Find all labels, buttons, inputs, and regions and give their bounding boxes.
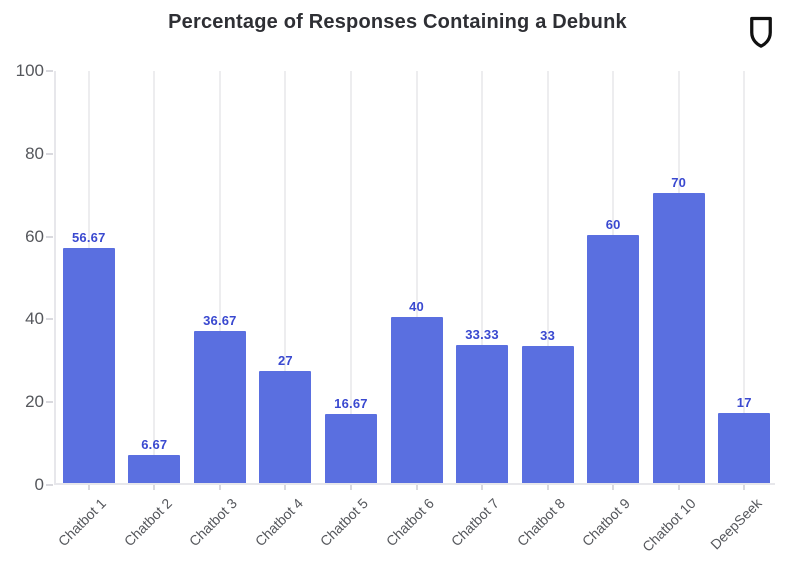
- y-axis-label: 0: [34, 475, 44, 494]
- x-tick: [546, 485, 549, 490]
- category-gridline: [218, 71, 221, 483]
- y-tick: [46, 70, 53, 72]
- bar-chatbot-7: [456, 345, 509, 483]
- chart-title: Percentage of Responses Containing a Deb…: [168, 11, 627, 33]
- y-axis-label: 60: [25, 226, 44, 246]
- bar-value-label: 6.67: [141, 437, 168, 453]
- bar-value-label: 33: [540, 328, 556, 344]
- bar-chatbot-2: [128, 455, 181, 483]
- bar-deepseek: [718, 412, 771, 483]
- shield-icon: [746, 15, 776, 51]
- y-tick: [46, 318, 53, 321]
- y-axis-label: 80: [25, 143, 44, 163]
- x-axis-label-chatbot-2: Chatbot 2: [120, 495, 175, 550]
- x-tick: [153, 485, 156, 490]
- y-axis-label: 100: [15, 61, 44, 80]
- x-tick: [612, 485, 615, 490]
- x-tick: [415, 485, 418, 490]
- category-gridline: [349, 71, 352, 483]
- bar-value-label: 33.33: [465, 327, 499, 343]
- bar-value-label: 40: [409, 299, 424, 315]
- bar-value-label: 17: [736, 394, 752, 410]
- bar-value-label: 56.67: [72, 230, 106, 246]
- x-axis-label-deepseek: DeepSeek: [706, 495, 765, 553]
- x-tick: [284, 485, 287, 490]
- y-tick: [46, 484, 53, 486]
- x-axis-label-chatbot-7: Chatbot 7: [448, 495, 503, 550]
- category-gridline: [743, 71, 746, 483]
- bar-value-label: 27: [277, 353, 293, 369]
- bar-chatbot-4: [259, 371, 312, 483]
- y-axis-label: 20: [25, 392, 44, 412]
- category-gridline: [153, 71, 156, 483]
- bar-value-label: 36.67: [203, 313, 237, 329]
- y-tick: [46, 235, 53, 238]
- x-axis-label-chatbot-9: Chatbot 9: [579, 495, 634, 550]
- x-axis-label-chatbot-5: Chatbot 5: [317, 495, 372, 550]
- x-tick: [87, 485, 90, 490]
- bar-chatbot-6: [390, 317, 443, 483]
- bar-chatbot-5: [324, 414, 377, 483]
- x-axis-label-chatbot-8: Chatbot 8: [513, 495, 568, 550]
- bar-chatbot-3: [193, 331, 246, 483]
- bar-chatbot-10: [652, 193, 705, 483]
- x-axis-label-chatbot-4: Chatbot 4: [251, 495, 306, 550]
- x-axis-label-chatbot-3: Chatbot 3: [185, 495, 241, 550]
- x-tick: [743, 485, 746, 490]
- x-tick: [481, 485, 484, 490]
- x-axis-label-chatbot-6: Chatbot 6: [382, 495, 437, 550]
- x-tick: [349, 485, 352, 490]
- y-axis-label: 40: [25, 309, 44, 329]
- x-axis-label-chatbot-1: Chatbot 1: [54, 495, 110, 550]
- x-axis-label-chatbot-10: Chatbot 10: [639, 495, 700, 555]
- category-gridline: [415, 71, 418, 483]
- bar-chatbot-1: [62, 248, 115, 483]
- bar-value-label: 60: [605, 216, 621, 232]
- bar-value-label: 16.67: [334, 396, 368, 411]
- x-tick: [677, 485, 680, 490]
- bar-chart-plot-area: 56.67 6.67 36.67 27 16.67 40 33.33 33 60 70 17: [54, 71, 775, 490]
- bar-chatbot-9: [587, 234, 640, 483]
- y-tick: [46, 152, 53, 155]
- x-tick: [218, 485, 221, 490]
- category-gridline: [284, 71, 287, 483]
- y-tick: [46, 401, 53, 404]
- category-gridline: [481, 71, 484, 483]
- bar-chatbot-8: [521, 346, 574, 483]
- category-gridline: [546, 71, 549, 483]
- bar-value-label: 70: [671, 175, 687, 191]
